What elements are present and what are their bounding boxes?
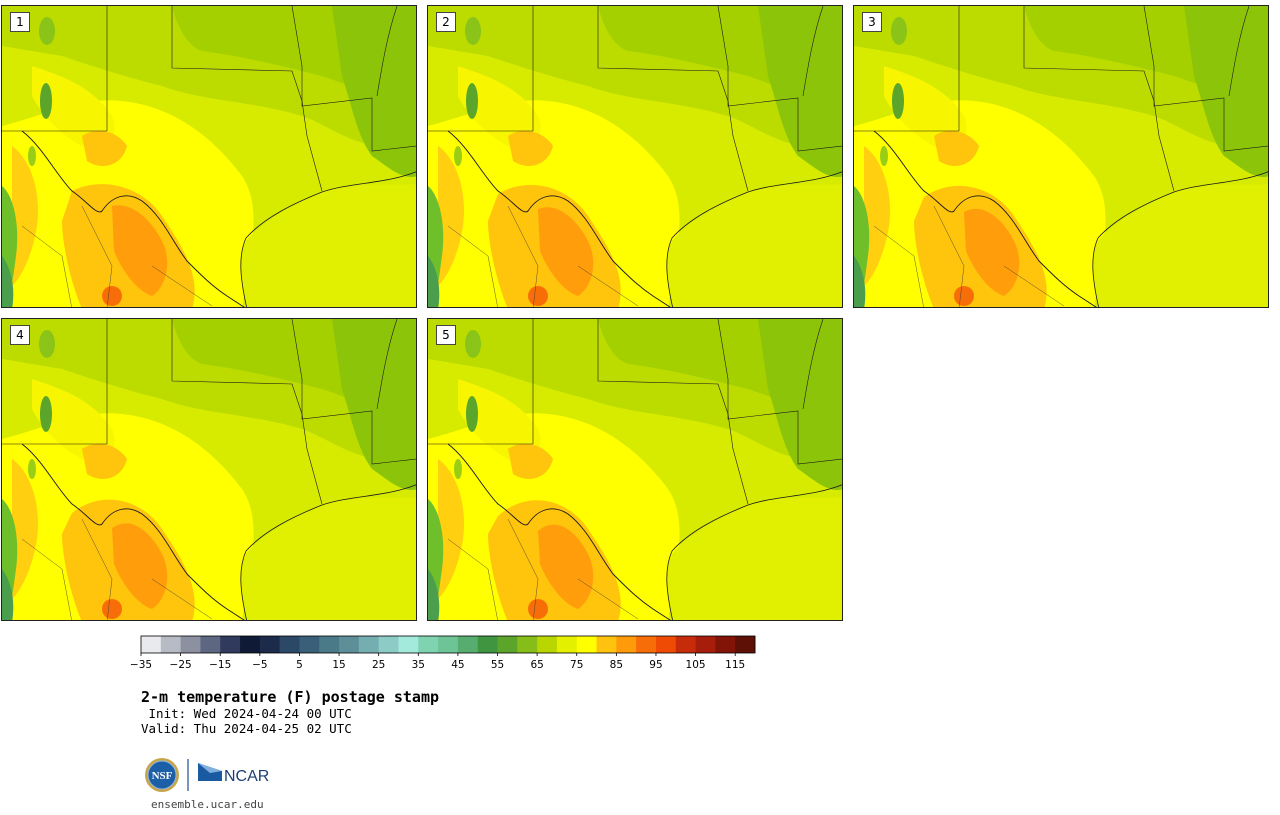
- member-panel-1[interactable]: 1: [1, 5, 417, 308]
- member-panel-3[interactable]: 3: [853, 5, 1269, 308]
- colorbar-swatch: [200, 636, 221, 653]
- colorbar-tick-label: 65: [530, 659, 543, 671]
- member-panel-4[interactable]: 4: [1, 318, 417, 621]
- colorbar-swatch: [556, 636, 578, 653]
- temperature-map: [2, 319, 416, 620]
- member-label: 1: [10, 12, 30, 32]
- colorbar-swatch: [457, 636, 479, 653]
- member-label: 2: [436, 12, 456, 32]
- colorbar-swatch: [477, 636, 498, 653]
- temperature-map: [854, 6, 1268, 307]
- member-panel-5[interactable]: 5: [427, 318, 843, 621]
- colorbar-swatch: [537, 636, 558, 653]
- colorbar-tick-label: 95: [649, 659, 662, 671]
- colorbar-swatch: [675, 636, 696, 653]
- colorbar-swatch: [517, 636, 538, 653]
- svg-text:NCAR: NCAR: [224, 768, 269, 785]
- logos[interactable]: NSF NCAR: [144, 757, 274, 793]
- svg-text:NSF: NSF: [152, 770, 173, 782]
- site-link[interactable]: ensemble.ucar.edu: [151, 798, 264, 811]
- colorbar-tick-label: 5: [296, 659, 303, 671]
- colorbar-tick-label: −5: [252, 659, 267, 671]
- colorbar-tick-label: 105: [686, 659, 706, 671]
- init-time: Init: Wed 2024-04-24 00 UTC: [141, 706, 352, 721]
- colorbar-swatch: [636, 636, 657, 653]
- colorbar-tick-label: 35: [412, 659, 425, 671]
- colorbar-swatch: [616, 636, 637, 653]
- colorbar-tick-label: 45: [451, 659, 464, 671]
- member-label: 5: [436, 325, 456, 345]
- temperature-map: [428, 6, 842, 307]
- colorbar-swatch: [695, 636, 716, 653]
- nsf-ncar-logo-icon: NSF NCAR: [145, 758, 269, 792]
- temperature-map: [428, 319, 842, 620]
- colorbar-swatch: [141, 636, 162, 653]
- colorbar-swatch: [319, 636, 340, 653]
- colorbar-swatch: [596, 636, 617, 653]
- colorbar-swatch: [339, 636, 360, 653]
- colorbar-swatch: [497, 636, 518, 653]
- colorbar-swatch: [418, 636, 439, 653]
- figure-title: 2-m temperature (F) postage stamp: [141, 688, 440, 706]
- member-panel-2[interactable]: 2: [427, 5, 843, 308]
- colorbar-tick-label: −25: [170, 659, 192, 671]
- colorbar-swatch: [299, 636, 320, 653]
- valid-time: Valid: Thu 2024-04-25 02 UTC: [141, 721, 352, 736]
- colorbar-tick-label: −15: [209, 659, 231, 671]
- member-label: 3: [862, 12, 882, 32]
- colorbar-swatch: [220, 636, 241, 653]
- colorbar-swatch: [259, 636, 281, 653]
- colorbar-tick-label: 75: [570, 659, 583, 671]
- colorbar-tick-label: 25: [372, 659, 385, 671]
- colorbar-swatch: [735, 636, 756, 653]
- colorbar-swatch: [655, 636, 677, 653]
- colorbar-tick-label: −35: [130, 659, 152, 671]
- colorbar-tick-label: 115: [725, 659, 745, 671]
- colorbar-swatch: [715, 636, 736, 653]
- colorbar-swatch: [160, 636, 182, 653]
- temperature-map: [2, 6, 416, 307]
- colorbar-tick-label: 85: [610, 659, 623, 671]
- colorbar-swatch: [438, 636, 459, 653]
- member-label: 4: [10, 325, 30, 345]
- colorbar-swatch: [378, 636, 399, 653]
- colorbar-tick-label: 55: [491, 659, 504, 671]
- colorbar-swatch: [180, 636, 201, 653]
- colorbar-swatch: [358, 636, 380, 653]
- colorbar-swatch: [279, 636, 300, 653]
- colorbar-swatch: [240, 636, 261, 653]
- colorbar-swatch: [576, 636, 597, 653]
- colorbar-tick-label: 15: [332, 659, 345, 671]
- colorbar: −35 −25 −15 −5 5 15 25 35 45 55 65 75 85 95 105 115: [130, 635, 756, 671]
- colorbar-swatch: [398, 636, 419, 653]
